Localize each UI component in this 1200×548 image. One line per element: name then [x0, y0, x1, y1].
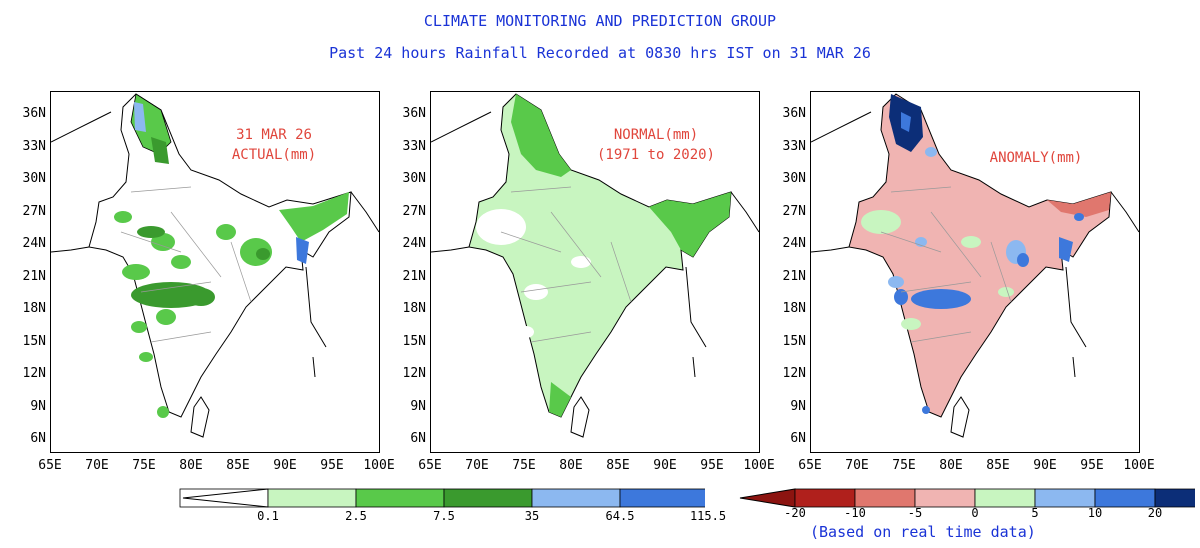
rain-colorbar-segment: [619, 488, 705, 508]
anomaly-colorbar-segment: [854, 488, 916, 508]
lat-label: 36N: [22, 106, 46, 121]
lat-label: 6N: [790, 431, 806, 446]
anomaly-colorbar: [739, 488, 1195, 508]
actual-map-svg: [51, 93, 379, 438]
lat-label: 6N: [410, 431, 426, 446]
lat-label: 18N: [22, 301, 46, 316]
anomaly-colorbar-segment: [794, 488, 856, 508]
lat-label: 30N: [22, 171, 46, 186]
lat-label: 36N: [782, 106, 806, 121]
lon-label: 90E: [273, 458, 297, 473]
rain-colorbar-label: 115.5: [689, 509, 727, 523]
anomaly-note: (Based on real time data): [810, 523, 1036, 541]
lat-label: 18N: [782, 301, 806, 316]
lat-label: 33N: [782, 138, 806, 154]
panel-actual-date: 31 MAR 26: [236, 127, 312, 143]
lat-label: 21N: [782, 268, 806, 284]
lat-label: 27N: [782, 203, 806, 219]
lon-label: 70E: [85, 458, 109, 473]
lon-label: 75E: [512, 458, 536, 473]
lon-label: 100E: [743, 458, 775, 473]
lat-label: 30N: [782, 171, 806, 186]
lat-label: 24N: [402, 236, 426, 251]
lon-label: 85E: [606, 458, 630, 473]
normal-map-svg: [431, 93, 759, 438]
lat-label: 15N: [402, 333, 426, 349]
anomaly-colorbar-label: 10: [1087, 506, 1103, 520]
lat-label: 24N: [22, 236, 46, 251]
lon-label: 95E: [1080, 458, 1104, 473]
anomaly-colorbar-segment: [914, 488, 976, 508]
normal-rainfall-map: NORMAL(mm) (1971 to 2020): [430, 91, 760, 453]
rain-colorbar-label: 35: [524, 509, 540, 523]
rain-colorbar: [179, 488, 705, 508]
anomaly-colorbar-segment: [1034, 488, 1096, 508]
rain-colorbar-label: 0.1: [257, 509, 279, 523]
lon-label: 85E: [986, 458, 1010, 473]
anomaly-colorbar-label: -10: [844, 506, 866, 520]
chart-title: CLIMATE MONITORING AND PREDICTION GROUP: [423, 12, 777, 30]
lon-label: 85E: [226, 458, 250, 473]
rain-colorbar-label: 7.5: [433, 509, 455, 523]
anomaly-colorbar-segment: [1094, 488, 1156, 508]
rain-colorbar-label: 64.5: [605, 509, 635, 523]
anomaly-colorbar-label: 20: [1147, 506, 1163, 520]
panel-normal-period: (1971 to 2020): [596, 147, 715, 163]
lon-label: 65E: [418, 458, 442, 473]
lon-label: 100E: [363, 458, 395, 473]
rain-colorbar-segment: [443, 488, 533, 508]
lat-label: 21N: [22, 268, 46, 284]
lat-label: 33N: [22, 138, 46, 154]
lat-label: 18N: [402, 301, 426, 316]
lat-label: 15N: [782, 333, 806, 349]
lon-label: 80E: [939, 458, 963, 473]
anomaly-rainfall-map: ANOMALY(mm): [810, 91, 1140, 453]
chart-subtitle: Past 24 hours Rainfall Recorded at 0830 …: [329, 44, 871, 62]
lon-label: 75E: [892, 458, 916, 473]
lon-label: 65E: [798, 458, 822, 473]
panel-actual-label: ACTUAL(mm): [231, 147, 317, 163]
lon-label: 80E: [559, 458, 583, 473]
lon-label: 80E: [179, 458, 203, 473]
panel-normal-label: NORMAL(mm): [613, 127, 699, 143]
rain-colorbar-segment: [355, 488, 445, 508]
rain-colorbar-segment: [531, 488, 621, 508]
lon-label: 95E: [700, 458, 724, 473]
rain-colorbar-segment: [267, 488, 357, 508]
anomaly-colorbar-label: 5: [1031, 506, 1039, 520]
lat-label: 30N: [402, 171, 426, 186]
lon-label: 75E: [132, 458, 156, 473]
anomaly-colorbar-left-tip: [739, 488, 796, 508]
actual-rainfall-map: 31 MAR 26 ACTUAL(mm): [50, 91, 380, 453]
anomaly-colorbar-segment: [974, 488, 1036, 508]
anomaly-colorbar-label: 0: [971, 506, 979, 520]
lat-label: 36N: [402, 106, 426, 121]
lat-label: 24N: [782, 236, 806, 251]
lon-label: 95E: [320, 458, 344, 473]
lat-label: 27N: [22, 203, 46, 219]
panel-anomaly-label: ANOMALY(mm): [989, 150, 1083, 166]
lat-label: 12N: [782, 366, 806, 381]
lat-label: 9N: [410, 398, 426, 414]
lon-label: 70E: [845, 458, 869, 473]
anomaly-colorbar-label: -20: [784, 506, 806, 520]
lat-label: 12N: [22, 366, 46, 381]
lat-label: 27N: [402, 203, 426, 219]
rain-colorbar-label: 2.5: [345, 509, 367, 523]
lon-label: 90E: [653, 458, 677, 473]
lat-label: 21N: [402, 268, 426, 284]
anomaly-colorbar-label: -5: [907, 506, 923, 520]
lon-label: 90E: [1033, 458, 1057, 473]
lon-label: 65E: [38, 458, 62, 473]
lat-label: 9N: [790, 398, 806, 414]
anomaly-map-svg: [811, 93, 1139, 438]
anomaly-colorbar-segment: [1154, 488, 1195, 508]
lon-label: 70E: [465, 458, 489, 473]
lat-label: 9N: [30, 398, 46, 414]
lat-label: 33N: [402, 138, 426, 154]
lat-label: 12N: [402, 366, 426, 381]
lon-label: 100E: [1123, 458, 1155, 473]
lat-label: 6N: [30, 431, 46, 446]
lat-label: 15N: [22, 333, 46, 349]
